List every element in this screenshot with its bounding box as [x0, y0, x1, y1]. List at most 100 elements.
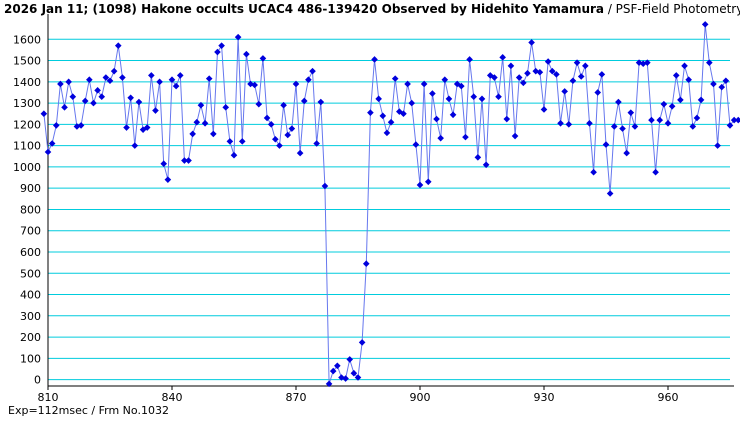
data-point — [627, 109, 635, 116]
data-point — [540, 106, 548, 113]
data-point — [65, 78, 72, 86]
data-point — [234, 33, 242, 41]
data-point — [594, 89, 602, 96]
data-point — [557, 119, 564, 127]
data-point — [48, 140, 56, 147]
data-point — [168, 76, 176, 83]
y-tick-label: 800 — [20, 203, 41, 216]
data-point — [313, 140, 320, 147]
data-point — [123, 124, 130, 131]
data-point — [156, 78, 163, 86]
y-tick-label: 1100 — [13, 140, 41, 153]
data-point — [536, 68, 544, 76]
data-point — [160, 160, 168, 168]
data-point — [734, 116, 740, 124]
data-point — [561, 88, 568, 95]
data-point — [462, 133, 469, 141]
data-point — [98, 93, 106, 101]
data-point — [553, 71, 560, 78]
data-point — [152, 107, 159, 114]
data-point — [433, 115, 440, 123]
data-point — [329, 367, 337, 375]
data-point — [288, 125, 296, 132]
y-tick-label: 900 — [20, 182, 41, 195]
data-point — [181, 157, 188, 164]
data-point — [342, 375, 349, 382]
x-tick-label: 930 — [534, 391, 555, 404]
data-point — [499, 54, 506, 61]
data-point — [582, 62, 589, 70]
data-point — [697, 96, 705, 104]
y-tick-label: 200 — [20, 331, 41, 344]
data-point — [672, 72, 680, 79]
data-point — [474, 154, 482, 161]
data-point — [259, 55, 267, 62]
y-tick-label: 100 — [20, 352, 41, 365]
data-point — [276, 142, 283, 149]
data-point — [40, 110, 48, 118]
data-point — [214, 48, 221, 56]
data-point — [57, 80, 64, 88]
data-point — [52, 122, 60, 129]
data-point — [362, 260, 370, 267]
data-point — [429, 90, 436, 97]
chart-title-main: 2026 Jan 11; (1098) Hakone occults UCAC4… — [4, 2, 604, 16]
data-point — [317, 98, 325, 106]
data-point — [387, 118, 395, 126]
chart-title: 2026 Jan 11; (1098) Hakone occults UCAC4… — [4, 2, 740, 16]
data-point — [272, 135, 279, 143]
data-point — [408, 99, 416, 107]
data-point — [710, 80, 717, 88]
data-point — [300, 97, 308, 105]
y-tick-label: 1000 — [13, 161, 41, 174]
data-point — [172, 82, 180, 90]
data-point — [379, 112, 387, 120]
data-point — [176, 72, 184, 79]
data-point — [135, 98, 143, 106]
data-point — [114, 42, 122, 49]
data-point — [577, 73, 585, 80]
data-point — [164, 176, 172, 183]
data-point — [706, 59, 713, 66]
data-point — [226, 138, 234, 145]
data-point — [110, 67, 118, 75]
data-point — [528, 39, 535, 46]
data-point — [681, 62, 688, 70]
y-tick-label: 300 — [20, 310, 41, 323]
y-tick-label: 1500 — [13, 55, 41, 68]
data-point — [210, 130, 217, 138]
y-tick-label: 500 — [20, 267, 41, 280]
data-point — [90, 99, 97, 107]
data-point — [61, 104, 68, 111]
data-point — [143, 124, 151, 131]
data-point — [544, 58, 552, 65]
data-point — [119, 74, 126, 81]
data-point — [615, 98, 622, 106]
data-point — [437, 134, 444, 142]
data-point — [726, 122, 734, 129]
data-point — [267, 121, 275, 128]
data-point — [305, 76, 312, 83]
data-point — [660, 100, 668, 108]
data-point — [102, 74, 110, 81]
x-tick-label: 840 — [162, 391, 183, 404]
y-tick-label: 1300 — [13, 97, 41, 110]
data-point — [367, 109, 374, 116]
data-point — [371, 56, 378, 63]
data-point — [189, 130, 196, 138]
data-point — [449, 111, 457, 119]
x-tick-label: 810 — [38, 391, 59, 404]
data-point — [325, 380, 333, 388]
data-point — [321, 182, 329, 190]
data-point — [284, 131, 292, 139]
data-point — [383, 129, 391, 137]
data-point — [445, 95, 453, 103]
data-point — [230, 151, 238, 159]
data-point — [520, 79, 527, 87]
data-point — [94, 87, 101, 94]
data-point — [466, 56, 473, 63]
data-point — [251, 81, 258, 89]
data-point — [623, 149, 630, 157]
data-point — [565, 121, 573, 128]
